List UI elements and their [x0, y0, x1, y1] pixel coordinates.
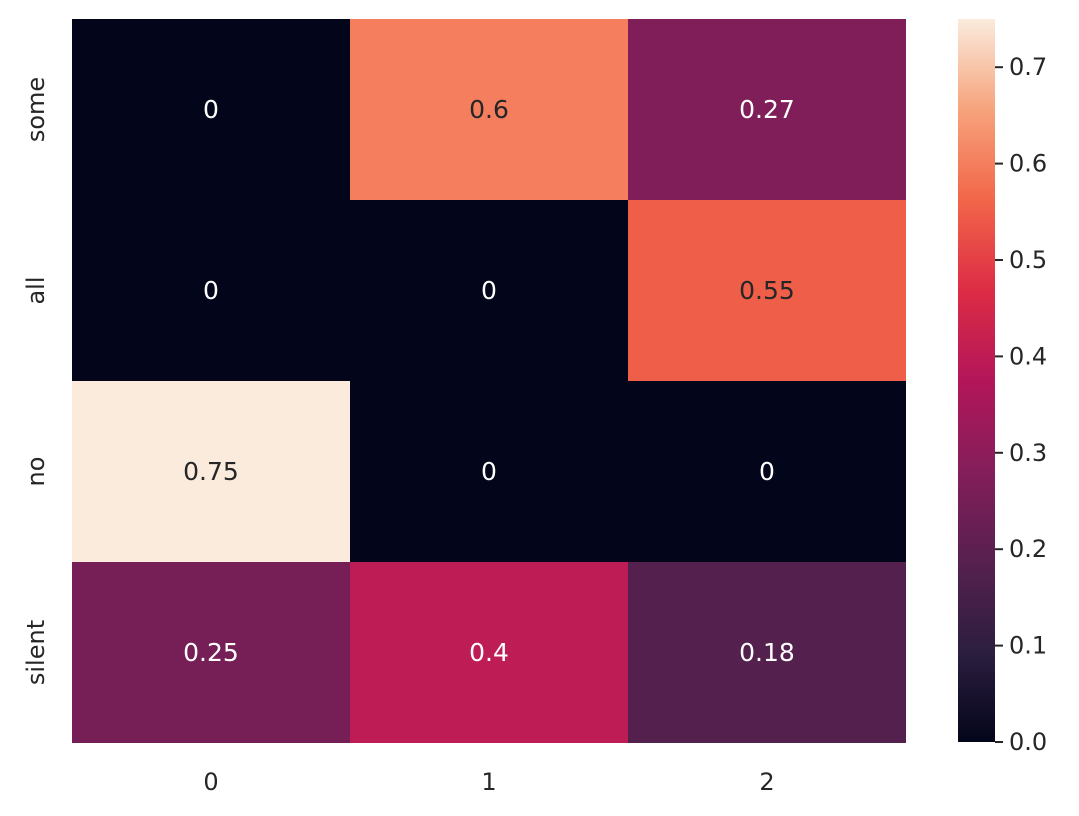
y-tick-label: no	[22, 457, 50, 487]
y-tick-label: some	[22, 77, 50, 142]
heatmap-cell	[72, 19, 350, 200]
heatmap-cell	[628, 200, 906, 381]
cell-value-label: 0	[759, 457, 775, 486]
colorbar-tick-label: 0.5	[1009, 246, 1047, 274]
heatmap-cell	[628, 381, 906, 562]
colorbar-tick-label: 0.1	[1009, 632, 1047, 660]
y-tick-labels: some all no silent	[22, 77, 50, 685]
heatmap-cell	[72, 381, 350, 562]
heatmap-cells: 0 0.6 0.27 0 0 0.55 0.75 0 0 0.25 0.4 0.18	[72, 19, 906, 743]
cell-value-label: 0.4	[469, 638, 509, 667]
heatmap-cell	[350, 200, 628, 381]
heatmap-cell	[628, 19, 906, 200]
x-tick-label: 1	[481, 768, 496, 796]
x-tick-label: 0	[203, 768, 218, 796]
heatmap-cell	[72, 562, 350, 743]
y-tick-label: silent	[22, 620, 50, 685]
y-tick-label: all	[22, 276, 50, 304]
colorbar-tick-label: 0.4	[1009, 342, 1047, 370]
colorbar-tick-label: 0.3	[1009, 439, 1047, 467]
cell-value-label: 0	[481, 276, 497, 305]
heatmap-cell	[628, 562, 906, 743]
colorbar-tick-label: 0.0	[1009, 728, 1047, 756]
colorbar: 0.0 0.1 0.2 0.3 0.4 0.5 0.6 0.7	[958, 19, 1047, 756]
colorbar-gradient	[958, 19, 995, 742]
cell-value-label: 0	[481, 457, 497, 486]
cell-value-label: 0.25	[183, 638, 239, 667]
cell-value-label: 0.18	[739, 638, 795, 667]
heatmap-cell	[350, 19, 628, 200]
colorbar-tick-label: 0.2	[1009, 535, 1047, 563]
heatmap-cell	[72, 200, 350, 381]
cell-value-label: 0	[203, 276, 219, 305]
heatmap-cell	[350, 381, 628, 562]
cell-value-label: 0.75	[183, 457, 239, 486]
cell-value-label: 0	[203, 95, 219, 124]
cell-value-label: 0.55	[739, 276, 795, 305]
cell-value-label: 0.27	[739, 95, 795, 124]
x-tick-labels: 0 1 2	[203, 768, 774, 796]
heatmap-cell	[350, 562, 628, 743]
colorbar-tick-label: 0.7	[1009, 53, 1047, 81]
colorbar-tick-label: 0.6	[1009, 150, 1047, 178]
x-tick-label: 2	[759, 768, 774, 796]
cell-value-label: 0.6	[469, 95, 509, 124]
